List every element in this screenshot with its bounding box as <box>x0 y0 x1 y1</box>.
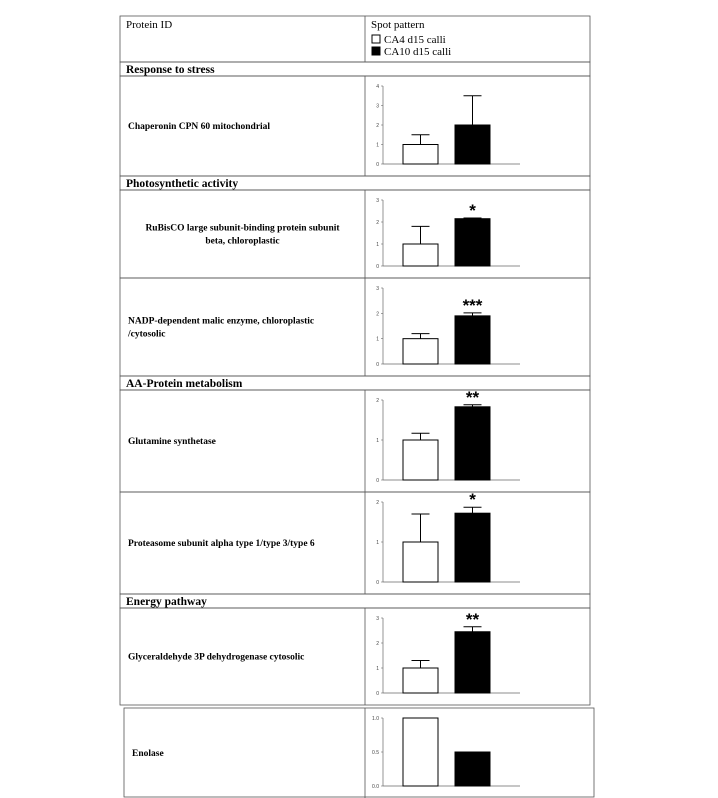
y-tick-label: 1 <box>376 540 379 546</box>
bar <box>454 406 491 481</box>
legend-swatch <box>371 34 381 44</box>
y-tick-label: 0 <box>376 264 379 270</box>
y-tick-label: 1 <box>376 438 379 444</box>
y-tick-label: 1 <box>376 242 379 248</box>
protein-name: RuBisCO large subunit-binding protein su… <box>145 224 340 234</box>
bar <box>454 315 491 365</box>
y-tick-label: 3 <box>376 198 379 204</box>
protein-name: /cytosolic <box>127 330 165 340</box>
header-spot-pattern: Spot pattern <box>371 19 425 31</box>
bar <box>402 439 439 481</box>
bar <box>402 338 439 365</box>
y-tick-label: 2 <box>376 220 379 226</box>
y-tick-label: 2 <box>376 311 379 317</box>
protein-name: Glyceraldehyde 3P dehydrogenase cytosoli… <box>128 653 304 663</box>
significance: ** <box>466 610 480 629</box>
protein-name: Enolase <box>132 749 164 759</box>
y-tick-label: 0 <box>376 362 379 368</box>
y-tick-label: 1 <box>376 337 379 343</box>
bar <box>402 243 439 267</box>
y-tick-label: 0.5 <box>372 750 379 756</box>
protein-name: Chaperonin CPN 60 mitochondrial <box>128 122 270 132</box>
bar <box>454 631 491 694</box>
y-tick-label: 0 <box>376 478 379 484</box>
bar <box>402 717 439 787</box>
y-tick-label: 2 <box>376 641 379 647</box>
header-protein-id: Protein ID <box>126 19 172 31</box>
protein-name: Glutamine synthetase <box>128 437 216 447</box>
bar <box>454 124 491 165</box>
section-title: Response to stress <box>126 64 215 76</box>
bar <box>454 512 491 583</box>
bar <box>402 667 439 694</box>
y-tick-label: 3 <box>376 286 379 292</box>
y-tick-label: 2 <box>376 123 379 129</box>
bar <box>402 144 439 165</box>
significance: *** <box>463 296 483 315</box>
bar <box>454 751 491 787</box>
legend-label: CA10 d15 calli <box>384 46 451 58</box>
significance: ** <box>466 388 480 407</box>
y-tick-label: 0 <box>376 162 379 168</box>
section-title: Energy pathway <box>126 596 207 608</box>
section-title: Photosynthetic activity <box>126 178 238 190</box>
y-tick-label: 2 <box>376 500 379 506</box>
significance: * <box>469 201 476 220</box>
significance: * <box>469 490 476 509</box>
y-tick-label: 1 <box>376 143 379 149</box>
y-tick-label: 0.0 <box>372 784 379 790</box>
y-tick-label: 1 <box>376 666 379 672</box>
y-tick-label: 1.0 <box>372 716 379 722</box>
y-tick-label: 3 <box>376 104 379 110</box>
bar <box>402 541 439 583</box>
protein-cell <box>119 607 591 706</box>
legend-swatch <box>371 46 381 56</box>
y-tick-label: 3 <box>376 616 379 622</box>
protein-name: beta, chloroplastic <box>205 237 279 247</box>
legend-label: CA4 d15 calli <box>384 34 446 46</box>
protein-name: NADP-dependent malic enzyme, chloroplast… <box>128 317 314 327</box>
protein-cell <box>123 707 595 798</box>
section-title: AA-Protein metabolism <box>126 378 243 390</box>
y-tick-label: 2 <box>376 398 379 404</box>
y-tick-label: 4 <box>376 84 379 90</box>
y-tick-label: 0 <box>376 580 379 586</box>
protein-name: Proteasome subunit alpha type 1/type 3/t… <box>128 539 315 549</box>
bar <box>454 218 491 267</box>
y-tick-label: 0 <box>376 691 379 697</box>
